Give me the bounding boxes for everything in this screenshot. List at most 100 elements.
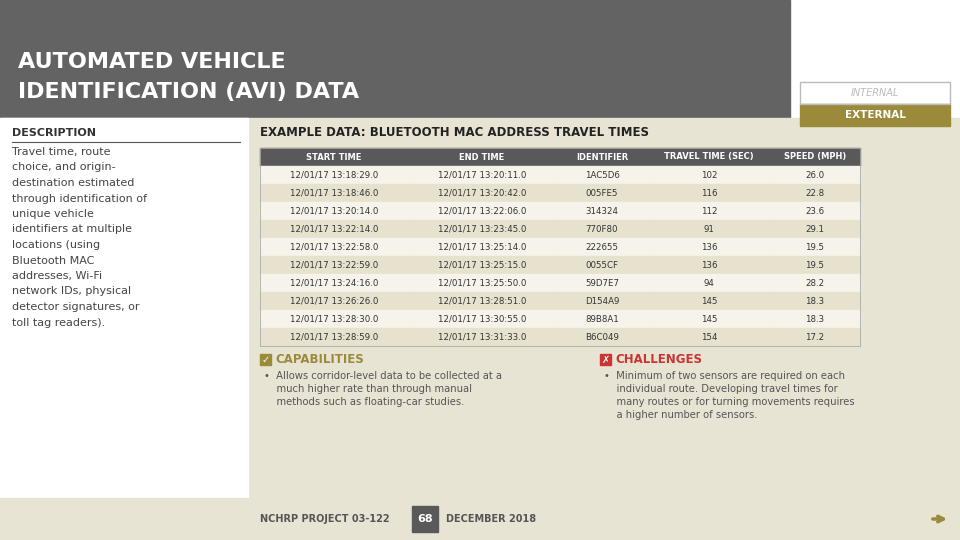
Text: 12/01/17 13:30:55.0: 12/01/17 13:30:55.0 xyxy=(438,314,526,323)
Text: 145: 145 xyxy=(701,314,717,323)
Text: 12/01/17 13:25:50.0: 12/01/17 13:25:50.0 xyxy=(438,279,526,287)
Bar xyxy=(260,256,408,274)
Bar xyxy=(556,184,648,202)
Text: 29.1: 29.1 xyxy=(805,225,825,233)
Bar xyxy=(556,148,648,166)
Text: 12/01/17 13:20:11.0: 12/01/17 13:20:11.0 xyxy=(438,171,526,179)
Bar xyxy=(408,274,556,292)
Text: a higher number of sensors.: a higher number of sensors. xyxy=(604,410,757,420)
Bar xyxy=(648,256,770,274)
Bar xyxy=(408,220,556,238)
Text: 17.2: 17.2 xyxy=(805,333,825,341)
Bar xyxy=(556,220,648,238)
Text: EXTERNAL: EXTERNAL xyxy=(845,110,905,120)
Text: many routes or for turning movements requires: many routes or for turning movements req… xyxy=(604,397,854,407)
Text: CHALLENGES: CHALLENGES xyxy=(615,353,702,366)
Bar xyxy=(770,184,860,202)
Bar xyxy=(556,166,648,184)
Bar xyxy=(408,166,556,184)
Text: 12/01/17 13:25:14.0: 12/01/17 13:25:14.0 xyxy=(438,242,526,252)
Bar xyxy=(556,202,648,220)
Text: IDENTIFIER: IDENTIFIER xyxy=(576,152,628,161)
Bar xyxy=(260,238,408,256)
Text: 12/01/17 13:20:14.0: 12/01/17 13:20:14.0 xyxy=(290,206,378,215)
Text: END TIME: END TIME xyxy=(460,152,505,161)
Bar xyxy=(648,220,770,238)
Bar xyxy=(770,256,860,274)
Text: locations (using: locations (using xyxy=(12,240,100,250)
Text: 222655: 222655 xyxy=(586,242,618,252)
Text: 12/01/17 13:22:06.0: 12/01/17 13:22:06.0 xyxy=(438,206,526,215)
Bar xyxy=(260,354,271,365)
Text: B6C049: B6C049 xyxy=(585,333,619,341)
Text: 19.5: 19.5 xyxy=(805,242,825,252)
Bar xyxy=(408,328,556,346)
Bar xyxy=(260,292,408,310)
Bar xyxy=(800,104,950,126)
Bar xyxy=(408,256,556,274)
Text: unique vehicle: unique vehicle xyxy=(12,209,94,219)
Text: 19.5: 19.5 xyxy=(805,260,825,269)
Text: 136: 136 xyxy=(701,260,717,269)
Bar xyxy=(648,202,770,220)
Text: 1AC5D6: 1AC5D6 xyxy=(585,171,619,179)
Text: 12/01/17 13:25:15.0: 12/01/17 13:25:15.0 xyxy=(438,260,526,269)
Text: 12/01/17 13:23:45.0: 12/01/17 13:23:45.0 xyxy=(438,225,526,233)
Text: EXAMPLE DATA: BLUETOOTH MAC ADDRESS TRAVEL TIMES: EXAMPLE DATA: BLUETOOTH MAC ADDRESS TRAV… xyxy=(260,126,649,139)
Bar xyxy=(260,166,408,184)
Bar xyxy=(556,292,648,310)
Text: 18.3: 18.3 xyxy=(805,296,825,306)
Bar xyxy=(260,148,408,166)
Bar xyxy=(648,184,770,202)
Bar xyxy=(412,506,438,532)
Text: START TIME: START TIME xyxy=(306,152,362,161)
Text: 12/01/17 13:28:59.0: 12/01/17 13:28:59.0 xyxy=(290,333,378,341)
Bar xyxy=(648,310,770,328)
Bar xyxy=(770,220,860,238)
Bar xyxy=(770,274,860,292)
Text: 154: 154 xyxy=(701,333,717,341)
Bar xyxy=(648,238,770,256)
Bar xyxy=(770,310,860,328)
Text: destination estimated: destination estimated xyxy=(12,178,134,188)
Text: 145: 145 xyxy=(701,296,717,306)
Text: 112: 112 xyxy=(701,206,717,215)
Bar xyxy=(556,238,648,256)
Text: 116: 116 xyxy=(701,188,717,198)
Bar xyxy=(260,310,408,328)
Text: D154A9: D154A9 xyxy=(585,296,619,306)
Bar xyxy=(408,310,556,328)
Text: individual route. Developing travel times for: individual route. Developing travel time… xyxy=(604,384,838,394)
Text: 28.2: 28.2 xyxy=(805,279,825,287)
Text: INTERNAL: INTERNAL xyxy=(851,88,900,98)
Text: 12/01/17 13:22:58.0: 12/01/17 13:22:58.0 xyxy=(290,242,378,252)
Text: 770F80: 770F80 xyxy=(586,225,618,233)
Text: 12/01/17 13:28:51.0: 12/01/17 13:28:51.0 xyxy=(438,296,526,306)
Text: ✓: ✓ xyxy=(261,354,270,364)
Text: Travel time, route: Travel time, route xyxy=(12,147,110,157)
Text: 12/01/17 13:31:33.0: 12/01/17 13:31:33.0 xyxy=(438,333,526,341)
Text: 68: 68 xyxy=(418,514,433,524)
Text: 12/01/17 13:18:29.0: 12/01/17 13:18:29.0 xyxy=(290,171,378,179)
Bar xyxy=(648,166,770,184)
Text: 26.0: 26.0 xyxy=(805,171,825,179)
Text: detector signatures, or: detector signatures, or xyxy=(12,302,139,312)
Text: NCHRP PROJECT 03-122: NCHRP PROJECT 03-122 xyxy=(260,514,390,524)
Bar xyxy=(770,238,860,256)
Text: 59D7E7: 59D7E7 xyxy=(585,279,619,287)
Text: CAPABILITIES: CAPABILITIES xyxy=(275,353,364,366)
Bar xyxy=(0,118,960,540)
Text: 91: 91 xyxy=(704,225,714,233)
Text: toll tag readers).: toll tag readers). xyxy=(12,318,106,327)
Bar xyxy=(648,274,770,292)
Text: choice, and origin-: choice, and origin- xyxy=(12,163,115,172)
Bar xyxy=(648,292,770,310)
Text: 102: 102 xyxy=(701,171,717,179)
Text: methods such as floating-car studies.: methods such as floating-car studies. xyxy=(264,397,465,407)
Text: addresses, Wi-Fi: addresses, Wi-Fi xyxy=(12,271,102,281)
Text: much higher rate than through manual: much higher rate than through manual xyxy=(264,384,472,394)
Bar xyxy=(556,274,648,292)
Bar xyxy=(800,82,950,104)
Text: 005FE5: 005FE5 xyxy=(586,188,618,198)
Text: network IDs, physical: network IDs, physical xyxy=(12,287,132,296)
